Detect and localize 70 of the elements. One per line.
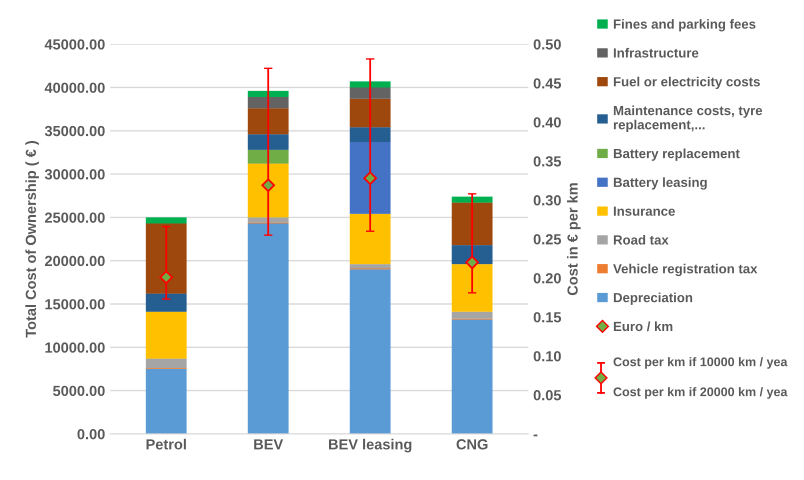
bar [350, 87, 391, 99]
y-tick-label: 40000.00 [44, 82, 105, 93]
legend-label: Road tax [614, 234, 669, 245]
point [363, 171, 377, 186]
bar [146, 217, 187, 224]
bar [452, 264, 493, 312]
point [159, 270, 174, 284]
y-tick-label: 0.00 [77, 429, 105, 440]
bar [350, 264, 391, 268]
bar [146, 368, 187, 434]
legend-label: Battery leasing [614, 177, 707, 190]
legend-label: Maintenance costs, tyre replacement,... [614, 106, 762, 132]
y2-tick-label: 0.40 [534, 117, 561, 128]
bar [248, 96, 289, 108]
bar [248, 217, 289, 223]
y2-tick-label: 0.30 [534, 195, 561, 206]
y-tick-label: 20000.00 [44, 256, 105, 266]
legend-label: Euro / km [614, 321, 672, 332]
point [465, 256, 479, 270]
y2-tick-label: 0.15 [534, 312, 562, 322]
bar [452, 320, 493, 434]
bar [146, 223, 187, 294]
bar [452, 196, 493, 203]
y2-tick-label: 0.05 [534, 390, 562, 400]
y2-tick-label: 0.50 [534, 39, 561, 50]
bar [350, 81, 391, 88]
x-tick-label: Petrol [146, 438, 186, 450]
bar [146, 312, 187, 359]
text: Cost per km if 20000 km / yea [614, 387, 788, 399]
y-tick-label: 25000.00 [44, 212, 105, 223]
bar [452, 312, 493, 319]
y2-tick-label: 0.45 [534, 78, 562, 89]
bar [248, 108, 289, 134]
legend-label: Depreciation [614, 292, 692, 305]
y-axis-title: Total Cost of Ownership ( € ) [25, 141, 39, 338]
bar [350, 214, 391, 264]
legend-label: Insurance [614, 206, 675, 216]
bar [146, 358, 187, 368]
y-tick-label: 10000.00 [45, 342, 105, 353]
y-tick-label: 5000.00 [53, 386, 105, 396]
bar [350, 269, 391, 434]
legend-label: Infrastructure [614, 48, 698, 58]
y-tick-label: 30000.00 [44, 169, 105, 180]
y2-tick-label: 0.25 [534, 234, 562, 244]
bar [350, 127, 391, 142]
legend-label: Fuel or electricity costs [614, 76, 760, 90]
y-tick-label: 15000.00 [45, 299, 105, 310]
y2-tick-label: 0.10 [534, 351, 561, 362]
bar [248, 164, 289, 218]
x-tick-label: BEV [254, 439, 284, 450]
y-tick-label: 35000.00 [44, 126, 105, 136]
bar [350, 142, 391, 214]
bar [248, 134, 289, 150]
text: Cost per km if 10000 km / yea [614, 357, 788, 369]
y2-tick-label: 0.35 [534, 156, 562, 167]
bar [248, 223, 289, 434]
y-tick-label: 45000.00 [44, 39, 105, 50]
legend-label: Fines and parking fees [614, 19, 756, 32]
bar [248, 90, 289, 97]
bar [350, 98, 391, 128]
bar [146, 294, 187, 312]
bar [248, 150, 289, 164]
x-tick-label: BEV leasing [329, 438, 412, 452]
y2-axis-title: Cost in € per km [567, 183, 581, 296]
legend-label: Vehicle registration tax [613, 264, 758, 276]
y2-tick-label: - [534, 434, 538, 436]
x-tick-label: CNG [456, 439, 488, 450]
y2-tick-label: 0.20 [534, 273, 561, 284]
bar [452, 202, 493, 246]
legend-label: Battery replacement [614, 148, 740, 161]
